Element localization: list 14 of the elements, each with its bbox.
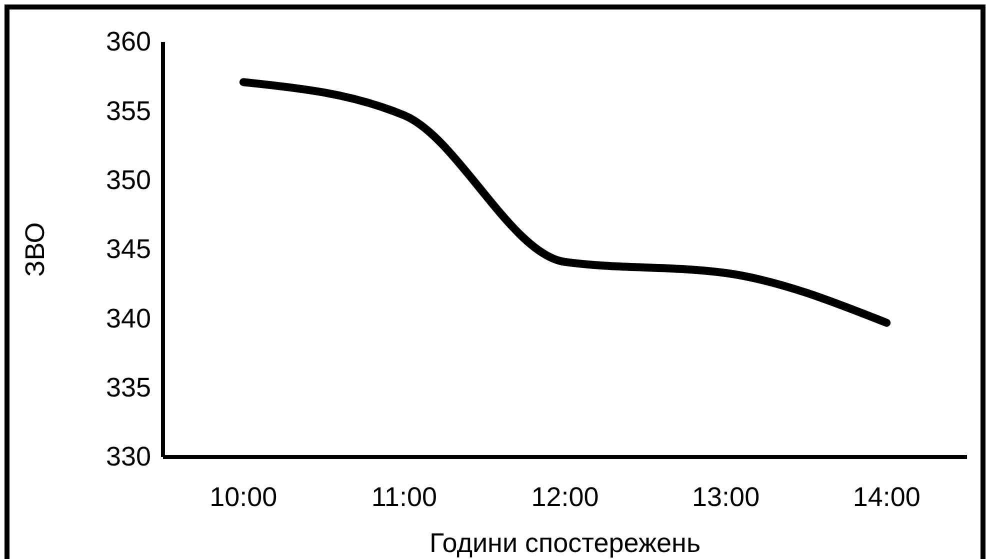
- x-axis-title: Години спостережень: [429, 528, 701, 558]
- y-tick-label: 355: [106, 96, 151, 126]
- x-tick-label: 10:00: [210, 482, 278, 512]
- y-tick-label: 350: [106, 164, 151, 195]
- x-tick-label: 14:00: [852, 482, 920, 512]
- y-tick-label: 360: [106, 26, 151, 57]
- x-tick-label: 11:00: [371, 482, 437, 512]
- y-tick-label: 335: [106, 372, 151, 402]
- y-tick-label: 330: [106, 442, 151, 472]
- y-axis-title: ЗВО: [20, 222, 50, 277]
- x-tick-label: 13:00: [692, 482, 760, 512]
- x-tick-label: 12:00: [531, 482, 599, 512]
- y-tick-label: 340: [106, 303, 151, 334]
- y-tick-label: 345: [106, 234, 151, 264]
